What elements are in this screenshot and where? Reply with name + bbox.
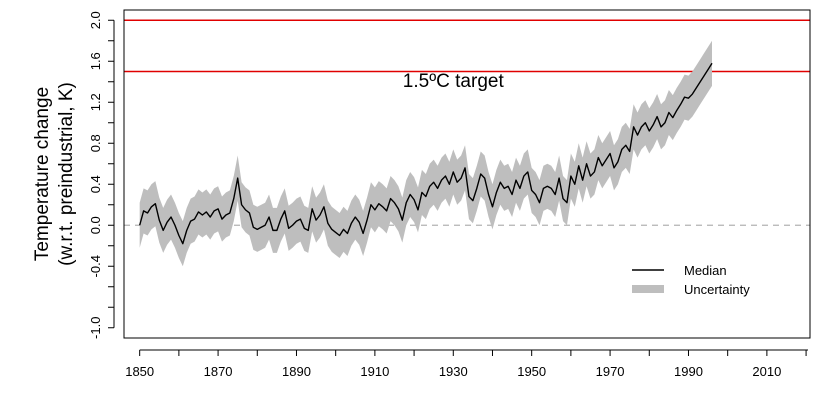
y-tick-label: 0.0 bbox=[88, 216, 103, 234]
y-tick-label: 0.4 bbox=[88, 175, 103, 193]
x-axis: 1850 1870 1890 1910 1930 1950 1970 1990 2010 bbox=[125, 349, 808, 379]
y-tick-label: 2.0 bbox=[88, 11, 103, 29]
y-tick-label: 1.6 bbox=[88, 52, 103, 70]
y-axis-title-line1: Temperature change bbox=[32, 87, 53, 261]
y-tick-label: -1.0 bbox=[88, 317, 103, 339]
y-tick-label: -0.4 bbox=[88, 255, 103, 277]
y-axis: -1.0 -0.4 0.0 0.4 0.8 1.2 1.6 2.0 bbox=[88, 11, 115, 339]
y-tick-label: 0.8 bbox=[88, 134, 103, 152]
y-tick-label: 1.2 bbox=[88, 93, 103, 111]
uncertainty-band bbox=[139, 40, 712, 267]
y-axis-title-line2: (w.r.t. preindustrial, K) bbox=[56, 82, 77, 266]
x-tick-label: 1990 bbox=[674, 364, 703, 379]
plot-frame bbox=[123, 9, 811, 339]
x-tick-label: 1850 bbox=[125, 364, 154, 379]
plot-region bbox=[124, 19, 810, 267]
x-tick-label: 1930 bbox=[439, 364, 468, 379]
x-tick-label: 1910 bbox=[360, 364, 389, 379]
x-tick-label: 1870 bbox=[204, 364, 233, 379]
x-tick-label: 1890 bbox=[282, 364, 311, 379]
x-tick-label: 1950 bbox=[517, 364, 546, 379]
x-tick-label: 2010 bbox=[752, 364, 781, 379]
x-tick-label: 1970 bbox=[596, 364, 625, 379]
target-annotation: 1.5ºC target bbox=[403, 71, 505, 92]
legend-label-median: Median bbox=[684, 263, 727, 278]
legend: Median Uncertainty bbox=[632, 263, 750, 297]
median-line bbox=[139, 62, 713, 245]
legend-label-uncertainty: Uncertainty bbox=[684, 282, 750, 297]
